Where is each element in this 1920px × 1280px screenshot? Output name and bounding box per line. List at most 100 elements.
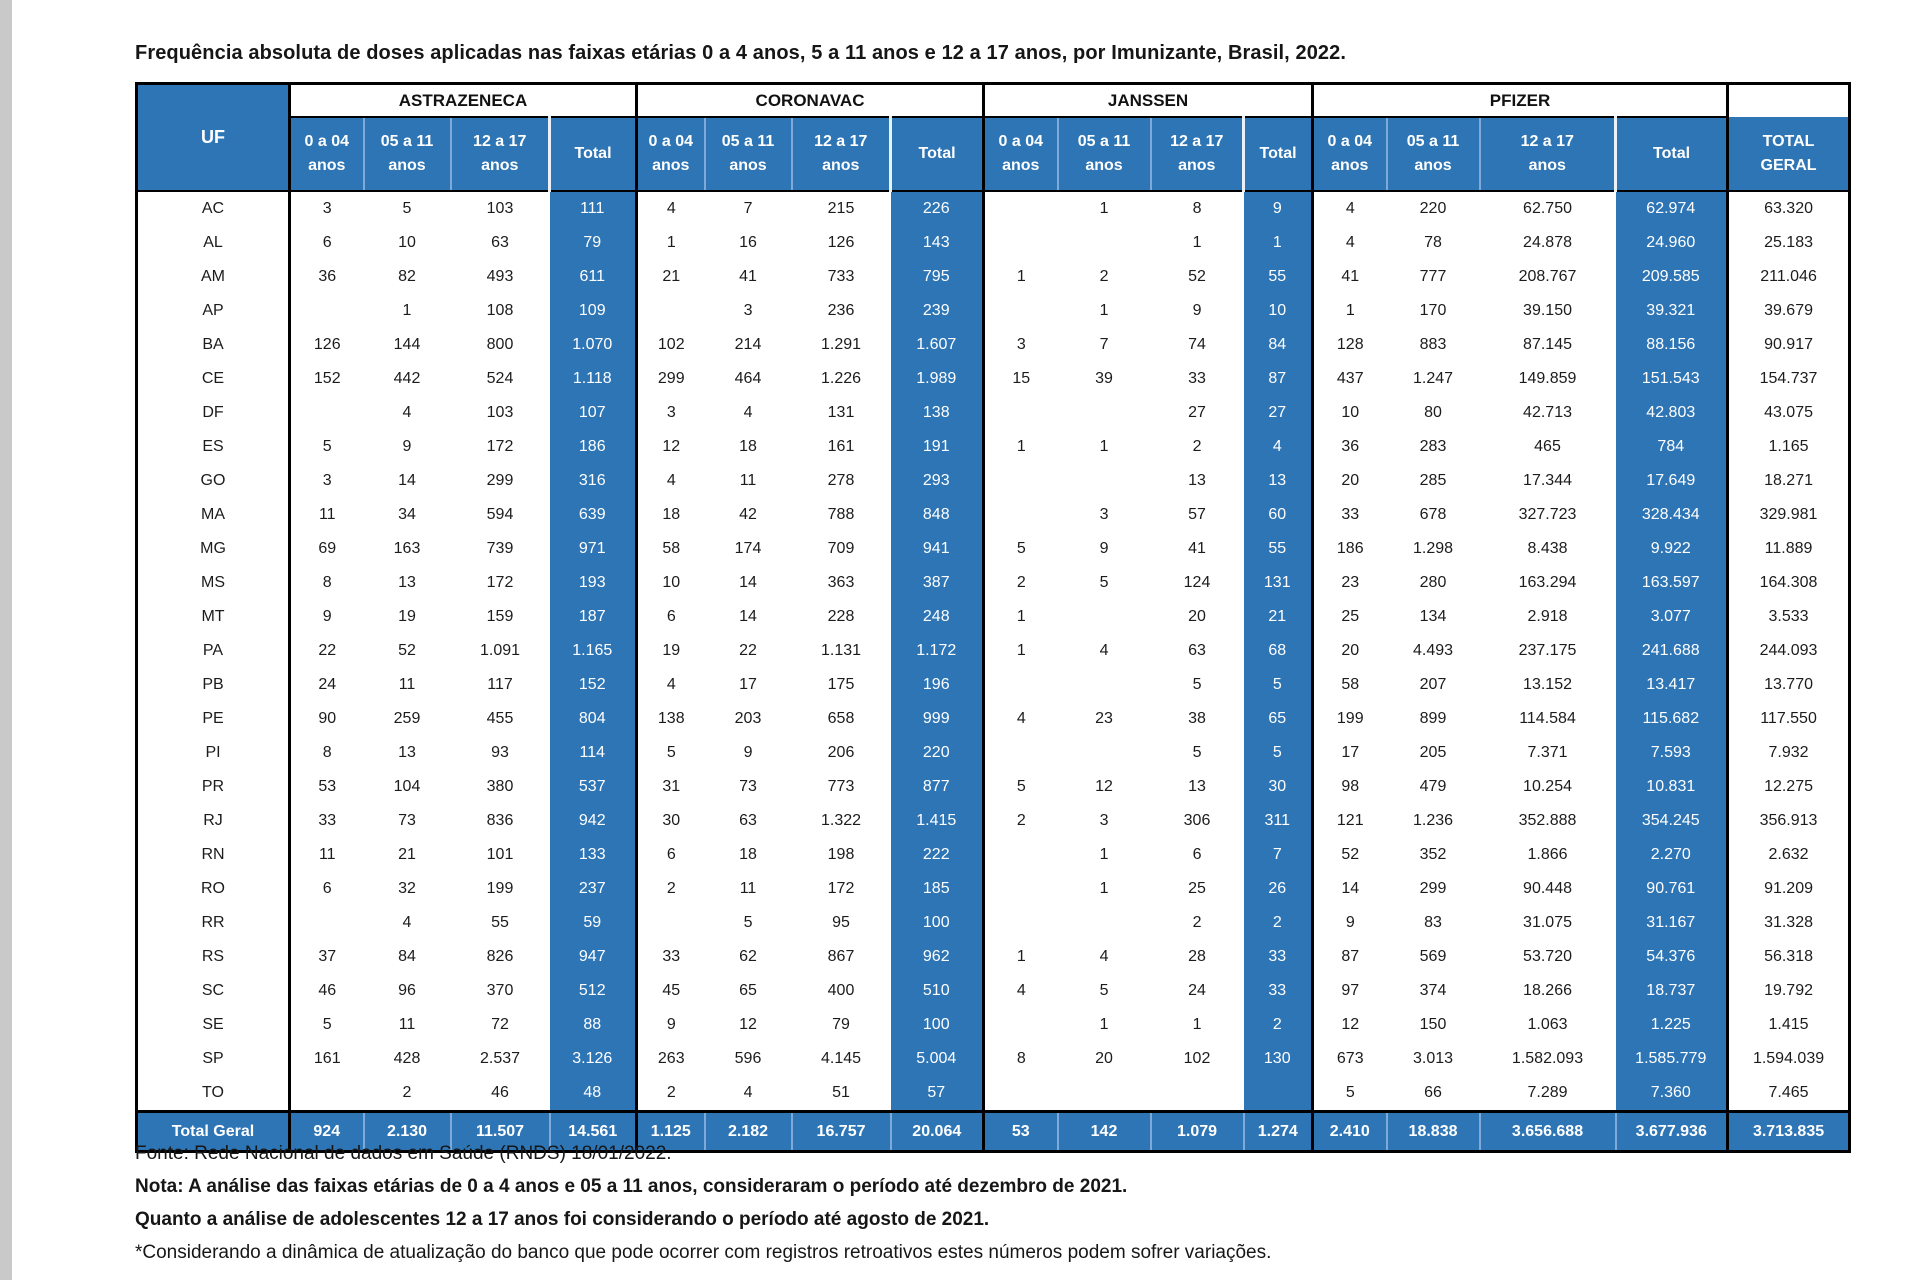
cell-astrazeneca-5-11-anos: 14 <box>363 464 451 498</box>
cell-janssen-5-11-anos: 1 <box>1057 1008 1151 1042</box>
cell-astrazeneca-0-4-anos: 46 <box>289 974 364 1008</box>
cell-coronavac-0-4-anos: 299 <box>635 362 705 396</box>
cell-astrazeneca-0-4-anos: 8 <box>289 566 364 600</box>
cell-janssen-12-17-anos: 124 <box>1150 566 1244 600</box>
header-line1: 12 a 17 <box>473 133 527 150</box>
cell-astrazeneca-5-11-anos: 104 <box>363 770 451 804</box>
cell-astrazeneca-5-11-anos: 259 <box>363 702 451 736</box>
cell-astrazeneca-0-4-anos: 53 <box>289 770 364 804</box>
cell-janssen-total: 5 <box>1243 736 1313 770</box>
header-line2: anos <box>822 157 860 174</box>
cell-total-geral: 3.713.835 <box>1726 1110 1850 1152</box>
cell-astrazeneca-0-4-anos: 924 <box>288 1110 364 1152</box>
cell-coronavac-5-11-anos: 596 <box>704 1042 792 1076</box>
cell-coronavac-0-4-anos: 138 <box>635 702 705 736</box>
cell-total-geral: 18.271 <box>1726 464 1850 498</box>
cell-pfizer-0-4-anos: 186 <box>1311 532 1387 566</box>
cell-janssen-total: 27 <box>1243 396 1313 430</box>
cell-janssen-5-11-anos: 4 <box>1057 634 1151 668</box>
cell-janssen-5-11-anos: 3 <box>1057 804 1151 838</box>
cell-pfizer-total: 209.585 <box>1615 260 1728 294</box>
cell-coronavac-12-17-anos: 228 <box>791 600 891 634</box>
table-row: PE 90 259 455 804 138 203 658 999 4 23 38 65 199 899 11… <box>136 702 1850 736</box>
cell-total-geral: 11.889 <box>1726 532 1850 566</box>
cell-pfizer-12-17-anos: 42.713 <box>1479 396 1616 430</box>
cell-janssen-12-17-anos: 9 <box>1150 294 1244 328</box>
cell-coronavac-0-4-anos: 19 <box>635 634 705 668</box>
row-label-uf: SE <box>136 1008 291 1042</box>
cell-pfizer-5-11-anos: 207 <box>1386 668 1480 702</box>
row-label-uf: PR <box>136 770 291 804</box>
header-line1: 0 a 04 <box>1327 133 1372 150</box>
cell-janssen-12-17-anos: 74 <box>1150 328 1244 362</box>
cell-astrazeneca-0-4-anos: 161 <box>289 1042 364 1076</box>
cell-astrazeneca-0-4-anos: 37 <box>289 940 364 974</box>
cell-astrazeneca-0-4-anos: 5 <box>289 430 364 464</box>
cell-pfizer-12-17-anos: 87.145 <box>1479 328 1616 362</box>
cell-coronavac-0-4-anos <box>635 294 705 328</box>
cell-janssen-0-4-anos <box>982 191 1058 226</box>
cell-janssen-0-4-anos <box>982 838 1058 872</box>
cell-janssen-12-17-anos <box>1150 1076 1244 1112</box>
cell-janssen-5-11-anos: 5 <box>1057 974 1151 1008</box>
table-row: RS 37 84 826 947 33 62 867 962 1 4 28 33 87 569 53.720 5… <box>136 940 1850 974</box>
cell-coronavac-5-11-anos: 2.182 <box>703 1110 792 1152</box>
cell-astrazeneca-total: 133 <box>549 838 637 872</box>
cell-astrazeneca-total: 316 <box>549 464 637 498</box>
header-line2: anos <box>1085 157 1123 174</box>
cell-pfizer-total: 2.270 <box>1615 838 1728 872</box>
cell-pfizer-12-17-anos: 10.254 <box>1479 770 1616 804</box>
cell-janssen-5-11-anos: 1 <box>1057 191 1151 226</box>
cell-pfizer-total: 1.225 <box>1615 1008 1728 1042</box>
header-line2: anos <box>308 157 346 174</box>
cell-janssen-12-17-anos: 13 <box>1150 770 1244 804</box>
cell-coronavac-12-17-anos: 278 <box>791 464 891 498</box>
cell-astrazeneca-5-11-anos: 84 <box>363 940 451 974</box>
cell-pfizer-5-11-anos: 150 <box>1386 1008 1480 1042</box>
cell-janssen-12-17-anos: 25 <box>1150 872 1244 906</box>
cell-pfizer-12-17-anos: 327.723 <box>1479 498 1616 532</box>
cell-janssen-total: 9 <box>1243 191 1313 226</box>
cell-total-geral: 56.318 <box>1726 940 1850 974</box>
cell-coronavac-total: 293 <box>890 464 984 498</box>
cell-janssen-0-4-anos: 4 <box>982 702 1058 736</box>
cell-pfizer-0-4-anos: 25 <box>1311 600 1387 634</box>
cell-janssen-12-17-anos: 57 <box>1150 498 1244 532</box>
cell-pfizer-0-4-anos: 437 <box>1311 362 1387 396</box>
col-header-astrazeneca-5-11-anos: 05 a 11 anos <box>362 117 451 192</box>
cell-coronavac-5-11-anos: 203 <box>704 702 792 736</box>
cell-coronavac-5-11-anos: 11 <box>704 464 792 498</box>
row-label-uf: PE <box>136 702 291 736</box>
cell-astrazeneca-5-11-anos: 2 <box>363 1076 451 1112</box>
cell-janssen-5-11-anos: 1 <box>1057 294 1151 328</box>
cell-coronavac-0-4-anos: 10 <box>635 566 705 600</box>
cell-janssen-12-17-anos: 24 <box>1150 974 1244 1008</box>
cell-coronavac-12-17-anos: 175 <box>791 668 891 702</box>
cell-pfizer-5-11-anos: 285 <box>1386 464 1480 498</box>
cell-coronavac-0-4-anos: 102 <box>635 328 705 362</box>
col-header-total-geral: TOTAL GERAL <box>1726 117 1850 192</box>
cell-coronavac-12-17-anos: 198 <box>791 838 891 872</box>
cell-janssen-total: 2 <box>1243 1008 1313 1042</box>
table-row: CE 152 442 524 1.118 299 464 1.226 1.989 15 39 33 87… <box>136 362 1850 396</box>
cell-pfizer-12-17-anos: 62.750 <box>1479 191 1616 226</box>
cell-pfizer-total: 328.434 <box>1615 498 1728 532</box>
cell-coronavac-total: 138 <box>890 396 984 430</box>
header-line1: 05 a 11 <box>721 133 775 150</box>
cell-coronavac-5-11-anos: 9 <box>704 736 792 770</box>
cell-pfizer-0-4-anos: 87 <box>1311 940 1387 974</box>
cell-coronavac-5-11-anos: 41 <box>704 260 792 294</box>
cell-pfizer-total: 31.167 <box>1615 906 1728 940</box>
cell-astrazeneca-total: 59 <box>549 906 637 940</box>
cell-janssen-5-11-anos <box>1057 600 1151 634</box>
cell-coronavac-5-11-anos: 7 <box>704 191 792 226</box>
cell-coronavac-0-4-anos: 45 <box>635 974 705 1008</box>
cell-pfizer-5-11-anos: 4.493 <box>1386 634 1480 668</box>
cell-coronavac-total: 999 <box>890 702 984 736</box>
cell-pfizer-0-4-anos: 10 <box>1311 396 1387 430</box>
cell-janssen-0-4-anos: 3 <box>982 328 1058 362</box>
cell-pfizer-12-17-anos: 149.859 <box>1479 362 1616 396</box>
cell-astrazeneca-12-17-anos: 493 <box>450 260 550 294</box>
cell-astrazeneca-total: 111 <box>549 191 637 226</box>
row-label-uf: MS <box>136 566 291 600</box>
